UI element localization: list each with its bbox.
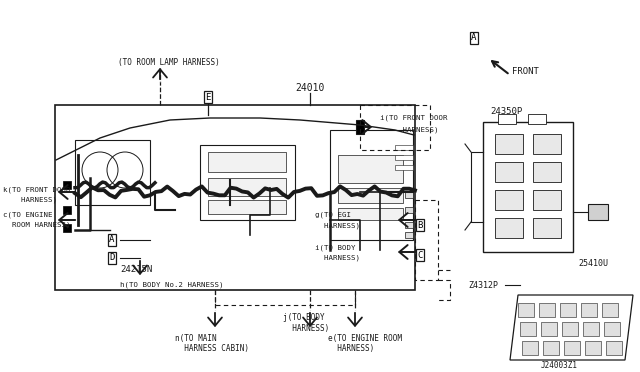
Text: k(TO FRONT DOOR: k(TO FRONT DOOR [3,187,70,193]
Bar [602,303,618,317]
Polygon shape [510,295,633,360]
Bar [55,105,415,290]
Text: FRONT: FRONT [512,67,539,77]
Bar [606,341,622,355]
Bar [520,322,536,336]
Bar [581,303,597,317]
Bar [338,208,403,220]
Bar [395,145,413,150]
Text: B: B [417,221,422,230]
Bar [585,341,601,355]
Bar [63,181,71,189]
Bar [75,140,150,205]
Bar [208,152,286,172]
Text: E: E [205,93,211,102]
Bar [518,303,534,317]
Bar [539,303,555,317]
Text: h(TO BODY No.2 HARNESS): h(TO BODY No.2 HARNESS) [120,282,223,288]
Text: A: A [471,33,477,42]
Text: i(TO FRONT DOOR: i(TO FRONT DOOR [380,115,447,121]
Bar [395,165,413,170]
Bar [338,155,403,183]
Bar [495,134,523,154]
Text: HARNESS): HARNESS) [328,343,374,353]
Bar [63,224,71,232]
Text: 25410U: 25410U [578,260,608,269]
Text: 24350P: 24350P [490,108,522,116]
Bar [541,322,557,336]
Bar [583,322,599,336]
Text: HARNESS): HARNESS) [315,223,360,229]
Text: J24003Z1: J24003Z1 [541,360,578,369]
Bar [200,145,295,220]
Text: g(TO EGI: g(TO EGI [315,212,351,218]
Text: Z4312P: Z4312P [468,280,498,289]
Bar [208,200,286,214]
Text: HARNESS): HARNESS) [3,197,57,203]
Bar [356,120,364,134]
Bar [495,162,523,182]
Bar [533,190,561,210]
Bar [533,218,561,238]
Bar [498,114,516,124]
Bar [588,204,608,220]
Bar [562,322,578,336]
Bar [533,162,561,182]
Text: HARNESS CABIN): HARNESS CABIN) [175,343,249,353]
Bar [330,130,413,240]
Text: e(TO ENGINE ROOM: e(TO ENGINE ROOM [328,334,402,343]
Text: HARNESS): HARNESS) [380,127,438,133]
Bar [405,222,413,228]
Text: 24215N: 24215N [120,266,152,275]
Bar [522,341,538,355]
Text: i(TO BODY: i(TO BODY [315,245,355,251]
Text: HARNESS): HARNESS) [315,255,360,261]
Text: C: C [417,250,422,260]
Bar [543,341,559,355]
Bar [405,207,413,213]
Bar [405,232,413,238]
Text: ROOM HARNESS): ROOM HARNESS) [3,222,70,228]
Text: n(TO MAIN: n(TO MAIN [175,334,216,343]
Text: j(TO BODY: j(TO BODY [283,314,324,323]
Bar [533,134,561,154]
Bar [495,190,523,210]
Bar [483,122,573,252]
Bar [395,155,413,160]
Text: 24010: 24010 [295,83,324,93]
Text: (TO ROOM LAMP HARNESS): (TO ROOM LAMP HARNESS) [118,58,220,67]
Bar [604,322,620,336]
Text: D: D [109,253,115,263]
Bar [528,114,546,124]
Bar [560,303,576,317]
Text: A: A [109,235,115,244]
Bar [63,206,71,214]
Bar [405,192,413,198]
Bar [208,178,286,196]
Bar [338,188,403,203]
Bar [495,218,523,238]
Bar [564,341,580,355]
Text: HARNESS): HARNESS) [283,324,329,333]
Text: c(TO ENGINE: c(TO ENGINE [3,212,52,218]
